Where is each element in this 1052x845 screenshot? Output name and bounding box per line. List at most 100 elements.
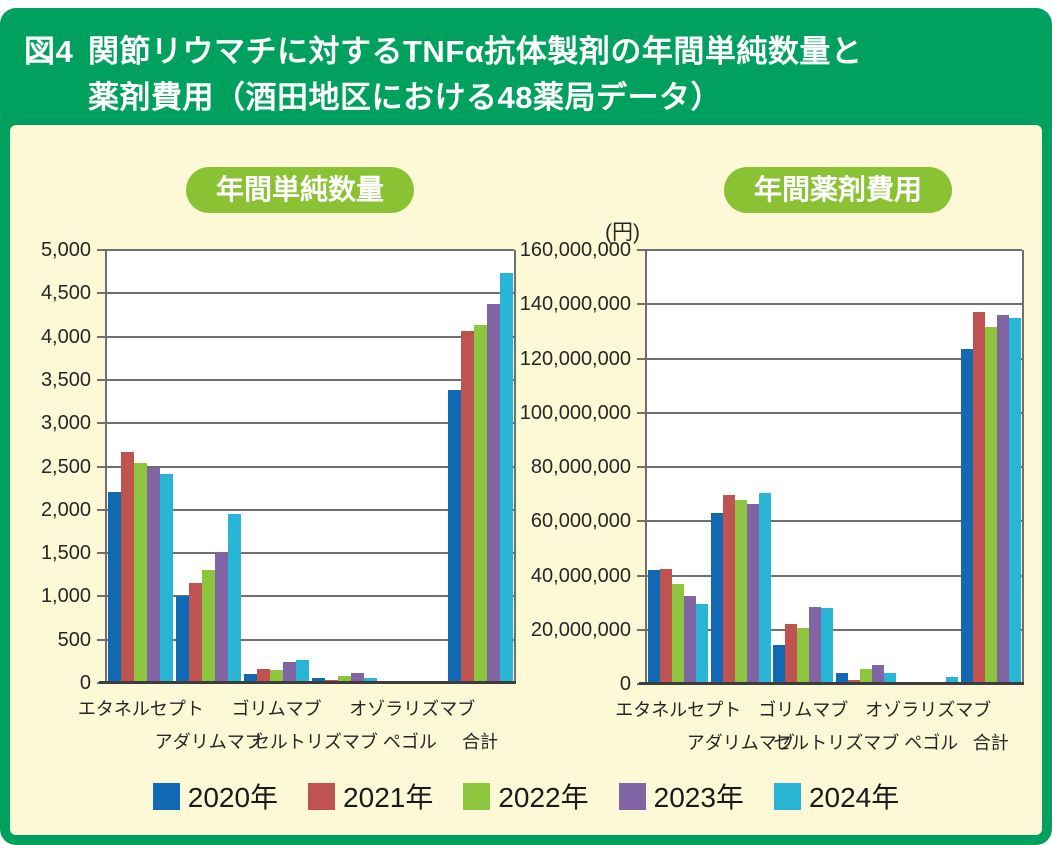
legend-swatch-icon [773,782,801,810]
legend-item: 2022年 [463,776,589,816]
x-axis-label: ゴリムマブ [231,699,322,719]
bar-2023年-合計 [996,315,1009,684]
bar-2024年-セルトリズマブ ペゴル [363,678,377,683]
bar-2022年-セルトリズマブ ペゴル [859,669,872,684]
y-axis-label: 140,000,000 [519,293,631,316]
legend-swatch-icon [308,782,336,810]
y-axis-tick [97,595,107,598]
bar-2023年-ゴリムマブ [809,607,822,684]
y-axis-tick [97,465,107,468]
gridline [647,357,1022,360]
gridline [107,508,514,511]
gridline [647,303,1022,306]
legend-swatch-icon [618,782,646,810]
bar-2024年-ゴリムマブ [821,608,834,684]
bar-2020年-ゴリムマブ [773,645,786,684]
legend-label: 2020年 [187,782,279,813]
x-axis-baseline [99,681,516,684]
bar-2024年-エタネルセプト [696,604,709,684]
x-axis-label: 合計 [462,732,499,752]
gridline [107,422,514,425]
legend-label: 2024年 [808,782,900,813]
bar-2022年-エタネルセプト [134,463,148,683]
x-axis-label: ゴリムマブ [758,700,849,720]
gridline [107,335,514,338]
y-axis-tick [637,520,647,523]
y-axis-tick [637,411,647,414]
bar-2023年-エタネルセプト [147,468,161,683]
gridline [107,465,514,468]
chart-title-quantity: 年間単純数量 [185,167,415,213]
y-axis-label: 40,000,000 [530,564,631,587]
gridline [107,378,514,381]
bar-2021年-エタネルセプト [121,452,135,683]
bar-2023年-アダリムマブ [215,553,229,683]
gridline [107,249,514,251]
y-axis-label: 1,500 [40,542,91,565]
y-axis-tick [97,552,107,555]
x-axis-label: アダリムマブ [154,732,263,752]
gridline [107,292,514,295]
y-axis-label: 20,000,000 [530,618,631,641]
y-axis-tick [97,292,107,295]
gridline [107,638,514,641]
bar-2020年-セルトリズマブ ペゴル [835,673,848,684]
gridline [647,411,1022,414]
y-axis-label: 80,000,000 [530,456,631,478]
bar-2024年-セルトリズマブ ペゴル [883,673,896,684]
bar-2024年-アダリムマブ [228,514,242,683]
bar-2024年-エタネルセプト [160,474,174,683]
bar-2022年-ゴリムマブ [270,670,284,683]
bar-2020年-合計 [447,390,461,683]
chart-legend: 2020年 2021年 2022年 2023年 2024年 [0,776,1052,816]
y-axis-label: 60,000,000 [530,510,631,533]
y-axis-label: 1,000 [40,585,91,608]
legend-item: 2024年 [773,776,900,816]
legend-item: 2020年 [152,776,279,816]
bar-2020年-エタネルセプト [108,492,122,683]
y-axis-tick [637,357,647,360]
bar-2021年-エタネルセプト [660,569,673,684]
y-axis-label: 3,500 [40,368,91,391]
legend-swatch-icon [463,782,491,810]
chart-title-cost: 年間薬剤費用 [723,167,953,213]
bar-2023年-合計 [486,304,500,683]
y-axis-tick [97,335,107,338]
bar-2024年-合計 [1008,318,1021,684]
bar-2022年-セルトリズマブ ペゴル [337,676,351,683]
gridline [107,552,514,555]
bar-2024年-ゴリムマブ [296,660,310,683]
x-axis-baseline [639,682,1024,685]
y-axis-tick [637,574,647,577]
bar-2020年-アダリムマブ [176,596,190,683]
bar-2021年-アダリムマブ [189,583,203,683]
bar-2022年-合計 [984,327,997,684]
y-axis-tick [637,628,647,631]
bar-2021年-ゴリムマブ [785,624,798,684]
quantity-chart-plot-area: 0 500 1,000 1,500 2,000 2,500 3,000 3,500 4,000 4… [41,240,516,752]
cost-chart-plot-area: 0 20,000,000 40,000,000 60,000,000 80,000,00… [520,240,1024,753]
x-axis-label: 合計 [972,733,1009,753]
bar-2024年-アダリムマブ [758,493,771,684]
gridline [647,466,1022,468]
bar-2023年-エタネルセプト [684,596,697,684]
figure-title-line2: 薬剤費用（酒田地区における48薬局データ） [88,80,722,115]
bar-2020年-エタネルセプト [648,570,661,684]
bar-2020年-セルトリズマブ ペゴル [311,678,325,683]
gridline [647,520,1022,523]
y-axis-label: 500 [57,628,91,651]
x-axis-label: セルトリズマブ ペゴル [773,733,959,753]
bar-2020年-ゴリムマブ [244,674,258,683]
y-axis-label: 120,000,000 [519,347,631,370]
y-axis-label: 5,000 [40,239,91,261]
bar-2023年-セルトリズマブ ペゴル [350,673,364,683]
bar-2023年-ゴリムマブ [283,662,297,683]
gridline [647,574,1022,577]
y-axis-label: 3,000 [40,412,91,435]
bar-2022年-ゴリムマブ [797,628,810,684]
y-axis-tick [97,378,107,381]
y-axis-tick [637,466,647,468]
gridline [107,595,514,598]
y-axis-label: 4,500 [40,282,91,305]
